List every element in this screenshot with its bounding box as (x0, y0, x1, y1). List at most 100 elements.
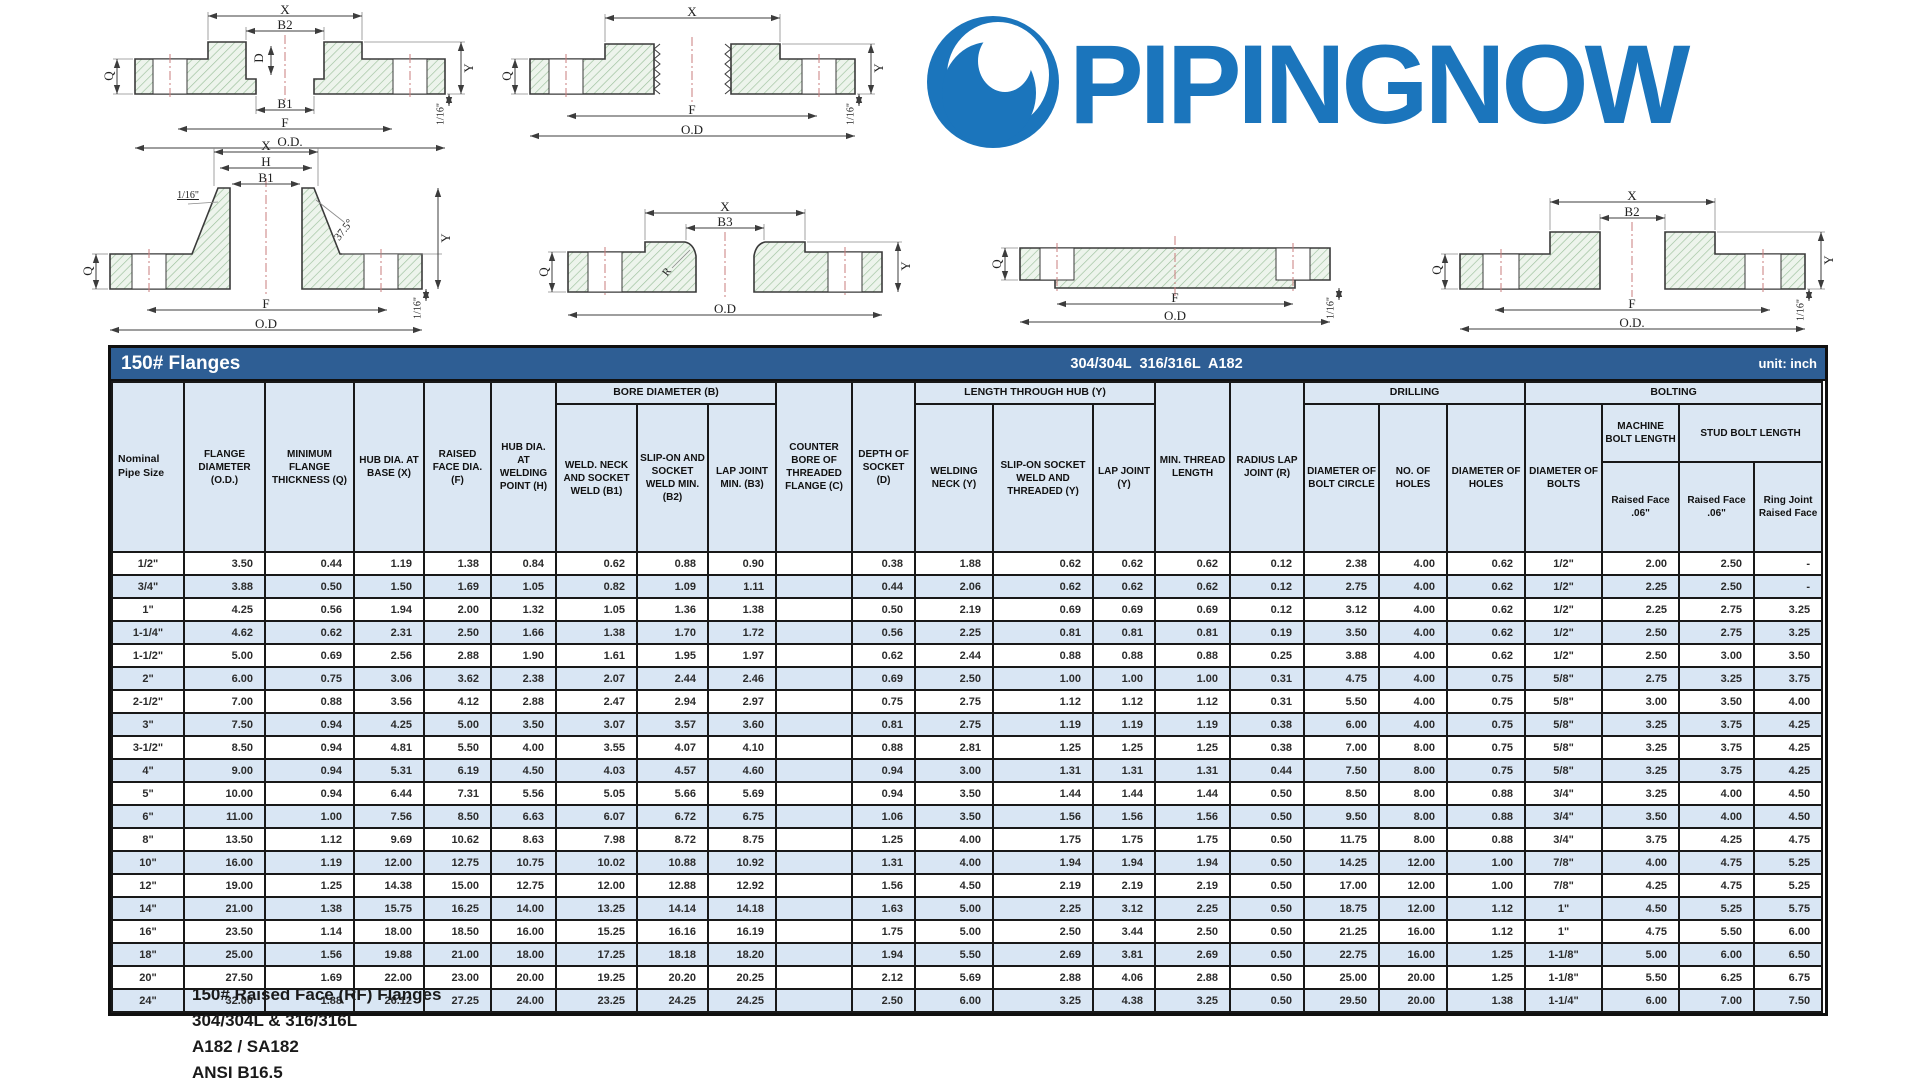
cell: 14.25 (1303, 850, 1381, 875)
cell: 1.44 (1154, 781, 1232, 806)
cell: 5" (111, 781, 185, 806)
dim-label-d: D (251, 53, 266, 63)
cell: 0.75 (1446, 712, 1527, 737)
cell: 1/2" (1524, 551, 1604, 576)
cell: 2.50 (1678, 574, 1756, 599)
cell: 4.75 (1753, 827, 1824, 852)
cell (775, 597, 854, 622)
dim-label-od: O.D (713, 301, 737, 316)
cell: 6.44 (353, 781, 425, 806)
cell: 4.10 (706, 735, 778, 760)
cell: 1.25 (1446, 942, 1527, 967)
cell: 1.88 (264, 988, 355, 1013)
cell: 3.50 (914, 781, 995, 806)
cell: 18.50 (423, 919, 492, 944)
cell: 1.12 (1092, 689, 1157, 714)
table-header: Nominal Pipe Size FLANGE DIAMETER (O.D.)… (111, 381, 1824, 553)
cell: 0.44 (851, 574, 917, 599)
cell: 3.44 (1092, 919, 1157, 944)
footer-line: ANSI B16.5 (192, 1063, 283, 1082)
cell: 1.94 (1154, 850, 1232, 875)
cell: 0.75 (851, 689, 917, 714)
table-title: 150# Flanges (121, 352, 241, 374)
table-row: 4" 9.00 0.94 5.31 6.19 4.50 4.03 4.57 4.60 0.94 3.… (111, 758, 1824, 783)
cell: 6.75 (706, 804, 778, 829)
cell: 4.81 (353, 735, 425, 760)
cell: 15.75 (353, 896, 425, 921)
dim-label-sixteenth: 1/16" (845, 103, 857, 125)
cell: 23.50 (183, 919, 266, 944)
cell: 1" (1524, 896, 1604, 921)
cell: 3.00 (914, 758, 995, 783)
table-row: 12" 19.00 1.25 14.38 15.00 12.75 12.00 12.88 12.… (111, 873, 1824, 898)
cell: 2.75 (1678, 620, 1756, 645)
cell: 4.00 (1378, 689, 1449, 714)
cell: 1.14 (264, 919, 355, 944)
cell: 4.00 (490, 735, 557, 760)
cell: 2.38 (490, 666, 557, 691)
dim-label-od: O.D. (1619, 315, 1645, 330)
cell: 4.00 (914, 850, 995, 875)
cell: 17.25 (555, 942, 638, 967)
cell (775, 919, 854, 944)
cell: 7/8" (1524, 873, 1604, 898)
group-header-bore-diameter: BORE DIAMETER (B) (554, 381, 778, 405)
cell: 8.50 (183, 735, 266, 760)
cell: 1.56 (1154, 804, 1232, 829)
cell: 1-1/4" (1524, 988, 1604, 1013)
cell: 3" (111, 712, 185, 737)
cell: 2.50 (1601, 620, 1681, 645)
table-row: 3/4" 3.88 0.50 1.50 1.69 1.05 0.82 1.09 1.11 0.44… (111, 574, 1824, 599)
cell: 1.90 (490, 643, 557, 668)
cell: 3.25 (1678, 666, 1756, 691)
cell: 8.00 (1378, 804, 1449, 829)
cell: 1.69 (264, 965, 355, 990)
cell: 4" (111, 758, 185, 783)
cell: 21.00 (423, 942, 492, 967)
cell: 5.50 (914, 942, 995, 967)
cell: 1.69 (423, 574, 492, 599)
cell (775, 574, 854, 599)
cell: 0.69 (851, 666, 917, 691)
cell: 20.00 (490, 965, 557, 990)
cell: 2.88 (490, 689, 557, 714)
col-header-lap-joint-y: LAP JOINT (Y) (1092, 403, 1157, 553)
cell: 8.63 (490, 827, 557, 852)
cell: 7.50 (1753, 988, 1824, 1013)
cell: 2.50 (914, 666, 995, 691)
cell: 10.62 (423, 827, 492, 852)
group-header-length-through-hub: LENGTH THROUGH HUB (Y) (914, 381, 1157, 405)
cell: 0.62 (1446, 620, 1527, 645)
cell: 14.00 (490, 896, 557, 921)
cell: 0.56 (264, 597, 355, 622)
cell: 4.00 (1601, 850, 1681, 875)
cell: 0.94 (264, 758, 355, 783)
cell: 1.12 (1446, 919, 1527, 944)
table-row: 2-1/2" 7.00 0.88 3.56 4.12 2.88 2.47 2.94 2.97 0.… (111, 689, 1824, 714)
cell: 1.56 (992, 804, 1095, 829)
cell: 5.50 (1678, 919, 1756, 944)
cell: 2.75 (1601, 666, 1681, 691)
cell: 4.00 (1378, 643, 1449, 668)
cell: 0.12 (1229, 551, 1306, 576)
dim-label-x: X (280, 2, 290, 17)
cell: 1.61 (555, 643, 638, 668)
dim-label-y: Y (898, 261, 913, 271)
cell: 4.00 (1678, 781, 1756, 806)
cell: 1.25 (1092, 735, 1157, 760)
cell: 20.00 (1378, 988, 1449, 1013)
cell: 1.88 (914, 551, 995, 576)
cell: 1.38 (264, 896, 355, 921)
cell: 0.12 (1229, 574, 1306, 599)
cell: 6.00 (183, 666, 266, 691)
cell: 2.31 (353, 620, 425, 645)
cell: 4.25 (353, 712, 425, 737)
cell: 4.75 (1678, 873, 1756, 898)
cell: 16.19 (706, 919, 778, 944)
drawing-socket-weld-flange: X B2 D Q B1 F O.D. Y 1/16" (101, 2, 476, 164)
col-header-min-flange-thickness: MINIMUM FLANGE THICKNESS (Q) (264, 381, 355, 553)
cell: 2.07 (555, 666, 638, 691)
cell: 1.31 (992, 758, 1095, 783)
cell (775, 620, 854, 645)
cell: 1.70 (636, 620, 709, 645)
